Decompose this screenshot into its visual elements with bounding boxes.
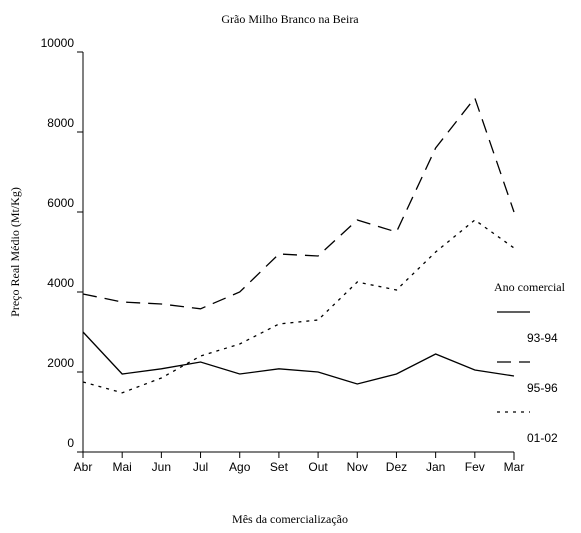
y-tick-label: 2000 [47,356,74,370]
y-tick-label: 10000 [41,36,75,50]
x-tick-label: Ago [229,460,251,474]
y-axis-label: Preço Real Médio (Mt/Kg) [8,187,22,317]
y-tick-label: 4000 [47,276,74,290]
y-tick-label: 8000 [47,116,74,130]
series-line [82,219,515,394]
x-tick-label: Dez [386,460,407,474]
legend-label: 95-96 [527,381,558,395]
x-tick-label: Jul [193,460,208,474]
legend-label: 01-02 [527,431,558,445]
y-tick-label: 0 [67,436,74,450]
x-tick-label: Fev [465,460,485,474]
x-tick-label: Mai [113,460,132,474]
x-axis-label: Mês da comercialização [232,512,348,526]
series-line [82,96,515,310]
x-tick-label: Mar [504,460,525,474]
x-tick-label: Out [308,460,328,474]
y-tick-label: 6000 [47,196,74,210]
x-tick-label: Jan [426,460,445,474]
x-tick-label: Abr [74,460,93,474]
legend-label: 93-94 [527,331,558,345]
legend-title: Ano comercial [494,280,566,294]
x-tick-label: Set [270,460,289,474]
x-tick-label: Jun [152,460,171,474]
chart-title: Grão Milho Branco na Beira [221,12,359,26]
series-line [82,331,515,385]
x-tick-label: Nov [347,460,368,474]
